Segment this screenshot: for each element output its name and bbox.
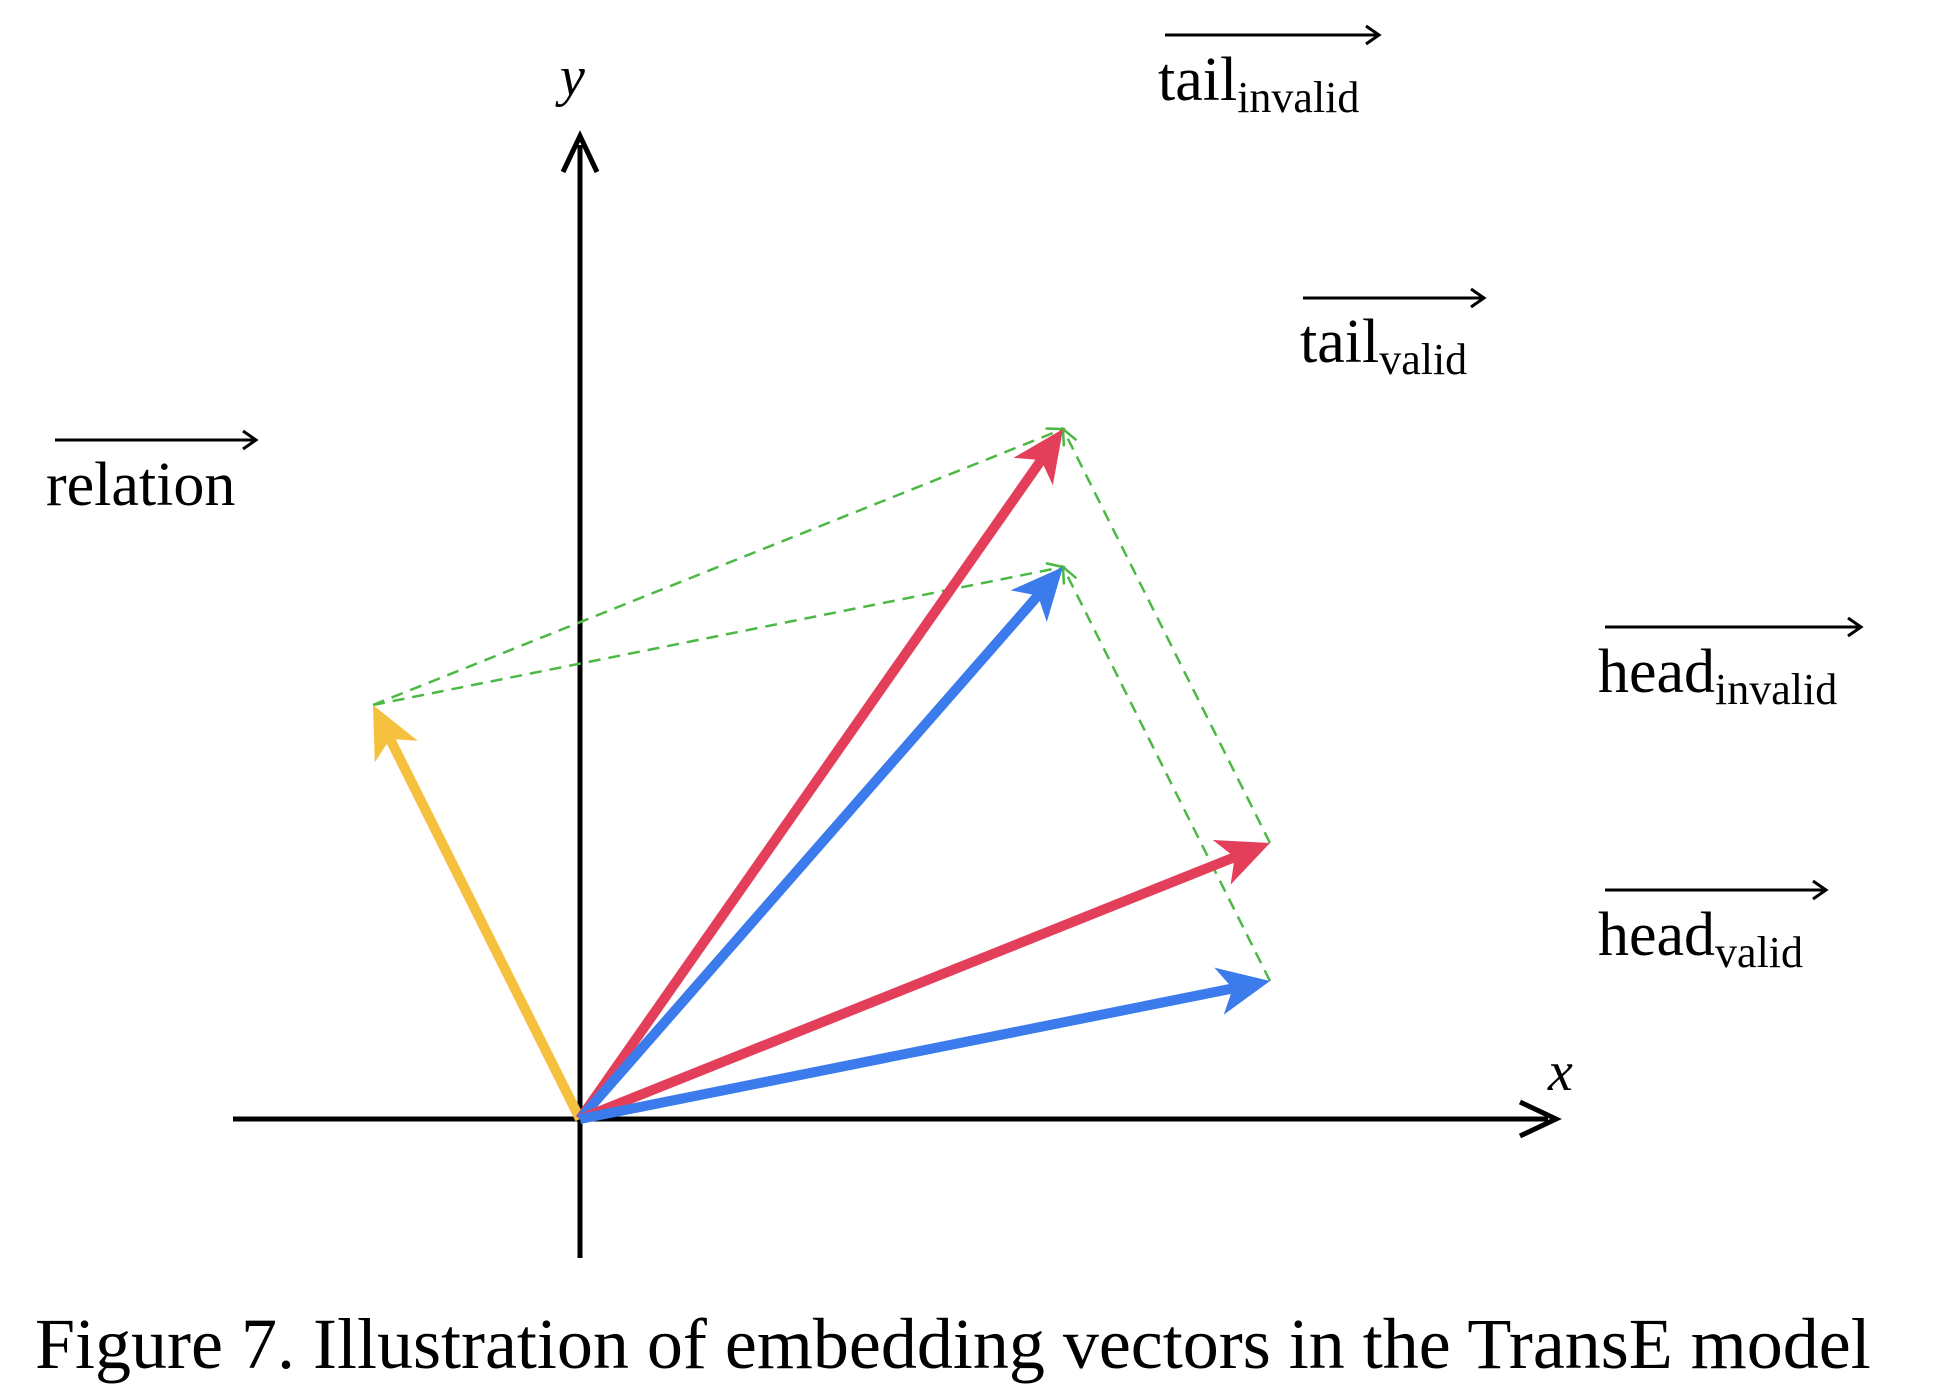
over-arrow-icon: [1605, 879, 1829, 901]
y-axis-arrowhead: [560, 130, 600, 174]
label-tail-invalid-sub: invalid: [1237, 73, 1359, 122]
label-head-invalid: headinvalid: [1598, 616, 1864, 714]
label-tail-invalid-base: tail: [1158, 46, 1237, 114]
vector-tail_invalid: [575, 429, 1063, 1122]
vector-shaft-head_valid: [579, 983, 1234, 1124]
x-axis-label: x: [1547, 1041, 1573, 1103]
vector-shaft-tail_invalid: [575, 457, 1046, 1122]
vector-tail_valid: [576, 567, 1063, 1123]
over-arrow-icon: [1605, 616, 1864, 638]
label-relation-base: relation: [46, 451, 235, 519]
y-axis-label: y: [555, 46, 585, 108]
label-tail-invalid: tailinvalid: [1158, 24, 1382, 122]
vector-labels: relation tailinvalid tailvalid headinval…: [46, 24, 1864, 977]
over-arrow-icon: [55, 429, 259, 451]
vector-head_invalid: [578, 840, 1270, 1124]
embedding-vectors: [373, 429, 1270, 1124]
svg-text:relation: relation: [46, 451, 235, 519]
svg-text:headinvalid: headinvalid: [1598, 638, 1837, 714]
guide-head_valid-to-tail_valid: [1061, 566, 1272, 982]
vector-arrowhead-tail_valid: [1010, 567, 1063, 622]
vector-arrowhead-relation: [373, 705, 418, 763]
label-head-valid-base: head: [1598, 901, 1715, 969]
svg-text:tailinvalid: tailinvalid: [1158, 46, 1359, 122]
vector-shaft-head_invalid: [578, 852, 1237, 1124]
figure-caption: Figure 7. Illustration of embedding vect…: [35, 1304, 1871, 1384]
svg-text:tailvalid: tailvalid: [1300, 308, 1467, 384]
vector-relation: [373, 705, 585, 1122]
label-relation: relation: [46, 429, 259, 519]
label-head-invalid-sub: invalid: [1715, 665, 1837, 714]
label-tail-valid: tailvalid: [1300, 287, 1487, 384]
label-tail-valid-base: tail: [1300, 308, 1379, 376]
vector-shaft-relation: [385, 736, 585, 1122]
guide-relation-to-tail_invalid: [372, 427, 1064, 707]
vector-shaft-tail_valid: [576, 592, 1042, 1123]
over-arrow-icon: [1165, 24, 1382, 46]
svg-text:headvalid: headvalid: [1598, 901, 1803, 977]
vector-arrowhead-head_valid: [1214, 967, 1270, 1015]
vector-head_valid: [579, 967, 1270, 1124]
guide-head_invalid-to-tail_invalid: [1061, 428, 1272, 844]
label-head-valid-sub: valid: [1715, 928, 1803, 977]
label-head-valid: headvalid: [1598, 879, 1829, 977]
over-arrow-icon: [1303, 287, 1487, 309]
x-axis-arrowhead: [1518, 1099, 1562, 1139]
axes: x y: [233, 46, 1573, 1258]
label-head-invalid-base: head: [1598, 638, 1715, 706]
vector-arrowhead-head_invalid: [1212, 840, 1270, 885]
vector-arrowhead-tail_invalid: [1013, 429, 1063, 486]
label-tail-valid-sub: valid: [1379, 335, 1467, 384]
